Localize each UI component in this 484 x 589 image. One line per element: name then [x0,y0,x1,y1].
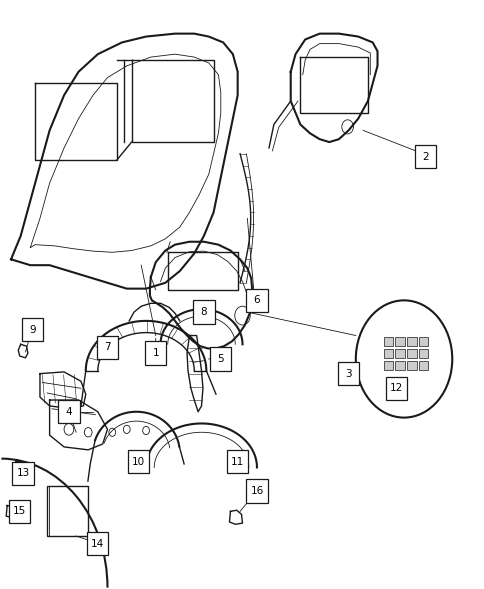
Text: 4: 4 [65,407,72,417]
Text: 12: 12 [390,383,403,393]
Bar [383,349,393,358]
Bar [383,360,393,369]
Text: 11: 11 [230,456,244,466]
Bar [406,337,416,346]
Text: 13: 13 [16,468,30,478]
Bar [418,337,427,346]
FancyBboxPatch shape [414,145,436,168]
FancyBboxPatch shape [58,400,79,423]
FancyBboxPatch shape [246,479,267,502]
Bar [394,360,404,369]
Text: 14: 14 [91,539,104,548]
FancyBboxPatch shape [128,450,149,474]
Text: 16: 16 [250,486,263,496]
FancyBboxPatch shape [13,462,33,485]
FancyBboxPatch shape [193,300,214,324]
Text: 6: 6 [253,295,260,305]
Bar [418,360,427,369]
Bar [394,337,404,346]
FancyBboxPatch shape [145,342,166,365]
Text: 9: 9 [30,325,36,335]
Text: 2: 2 [422,152,428,162]
FancyBboxPatch shape [227,450,248,474]
Text: 1: 1 [152,348,159,358]
Text: 5: 5 [217,354,224,364]
Bar [418,349,427,358]
FancyBboxPatch shape [337,362,359,385]
FancyBboxPatch shape [246,289,267,312]
Text: 7: 7 [104,342,110,352]
Text: 3: 3 [345,369,351,379]
FancyBboxPatch shape [9,499,30,523]
FancyBboxPatch shape [97,336,118,359]
Bar [406,360,416,369]
Bar [383,337,393,346]
Text: 15: 15 [13,507,26,517]
Bar [406,349,416,358]
FancyBboxPatch shape [385,376,407,400]
FancyBboxPatch shape [22,318,43,342]
FancyBboxPatch shape [210,348,231,370]
Bar [47,486,88,536]
FancyBboxPatch shape [87,532,108,555]
Text: 8: 8 [200,307,207,317]
Text: 10: 10 [132,456,145,466]
Bar [394,349,404,358]
